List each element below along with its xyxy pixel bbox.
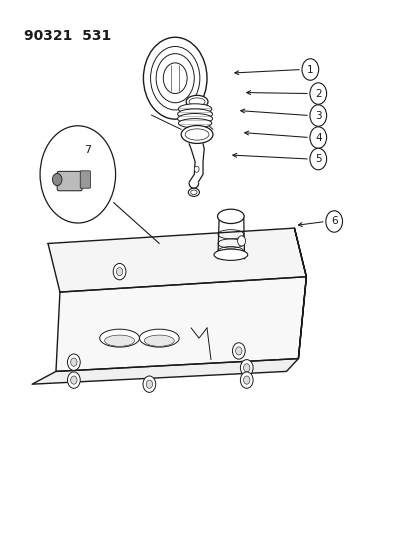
Circle shape	[309, 83, 326, 104]
Ellipse shape	[217, 209, 244, 223]
Text: 5: 5	[314, 154, 321, 164]
Circle shape	[235, 347, 241, 355]
Circle shape	[116, 268, 122, 276]
Circle shape	[194, 166, 199, 172]
Circle shape	[142, 376, 155, 392]
Ellipse shape	[104, 335, 134, 346]
Circle shape	[309, 105, 326, 126]
Ellipse shape	[178, 104, 211, 114]
Circle shape	[71, 358, 77, 366]
Circle shape	[52, 173, 62, 185]
Circle shape	[232, 343, 244, 359]
Ellipse shape	[177, 109, 212, 119]
Circle shape	[240, 372, 252, 388]
Circle shape	[243, 364, 249, 372]
Ellipse shape	[188, 188, 199, 196]
Circle shape	[309, 148, 326, 170]
Text: 90321  531: 90321 531	[24, 29, 111, 43]
Circle shape	[163, 63, 187, 94]
Text: 4: 4	[314, 133, 321, 142]
Circle shape	[113, 263, 126, 280]
Circle shape	[243, 376, 249, 384]
FancyBboxPatch shape	[57, 171, 82, 191]
Text: 1: 1	[306, 64, 313, 75]
Ellipse shape	[181, 126, 212, 143]
Ellipse shape	[178, 119, 211, 128]
Text: 3: 3	[314, 110, 321, 120]
Text: 2: 2	[314, 88, 321, 99]
Ellipse shape	[186, 95, 207, 108]
Ellipse shape	[139, 329, 179, 347]
Ellipse shape	[214, 249, 247, 260]
Text: 6: 6	[330, 216, 337, 227]
Ellipse shape	[100, 329, 139, 347]
Text: 7: 7	[84, 145, 91, 155]
Circle shape	[40, 126, 115, 223]
Polygon shape	[48, 228, 306, 292]
Polygon shape	[32, 359, 298, 384]
Ellipse shape	[177, 114, 212, 124]
Circle shape	[301, 59, 318, 80]
Circle shape	[71, 376, 77, 384]
Circle shape	[309, 127, 326, 148]
Circle shape	[237, 236, 245, 246]
Circle shape	[67, 372, 80, 388]
Circle shape	[240, 360, 252, 376]
Circle shape	[146, 380, 152, 388]
Polygon shape	[56, 277, 306, 372]
Circle shape	[325, 211, 342, 232]
Polygon shape	[294, 228, 306, 359]
Circle shape	[67, 354, 80, 370]
FancyBboxPatch shape	[80, 171, 90, 188]
Ellipse shape	[144, 335, 174, 346]
